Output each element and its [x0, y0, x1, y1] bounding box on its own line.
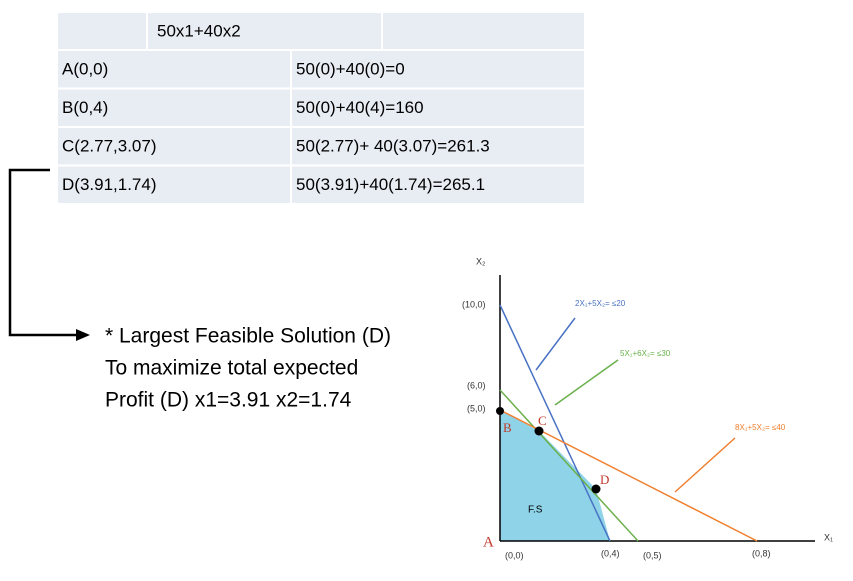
- table-cell: A(0,0): [62, 59, 108, 78]
- axis-label: X₁: [824, 532, 833, 542]
- table: 50x1+40x2 A(0,0) 50(0)+40(0)=0 B(0,4) 50(0)…: [56, 11, 586, 205]
- pointer: [674, 437, 736, 493]
- x-label: (0,8): [752, 548, 771, 558]
- graph: X₂ X₁ (10,0) (6,0) (5,0) (0,0) (0,4) (0,…: [462, 256, 833, 560]
- constraint-label: 5X₁+6X₂= ≤30: [620, 349, 671, 358]
- cell: [56, 11, 148, 51]
- vertex: [496, 407, 504, 415]
- vertex: [591, 484, 601, 494]
- cell: [381, 11, 586, 51]
- cell: [56, 164, 292, 205]
- arrow-head: [76, 329, 90, 341]
- bracket-arrow: [8, 168, 78, 337]
- table-cell: D(3.91,1.74): [62, 175, 157, 194]
- x-label: (0,0): [505, 550, 524, 560]
- note-line: * Largest Feasible Solution (D): [105, 325, 391, 348]
- pointer: [535, 317, 576, 371]
- cell: [146, 11, 383, 51]
- table-cell: C(2.77,3.07): [62, 136, 157, 155]
- feasible-region: [500, 410, 610, 541]
- table-cell: 50(0)+40(4)=160: [296, 98, 424, 117]
- constraint-label: 8X₁+5X₂= ≤40: [735, 423, 786, 432]
- pointer: [554, 359, 619, 406]
- header-cell: 50x1+40x2: [157, 21, 241, 40]
- note-line: To maximize total expected: [105, 357, 358, 380]
- table-cell: 50(0)+40(0)=0: [296, 59, 405, 78]
- y-label: (6,0): [467, 380, 486, 390]
- vertex: [534, 426, 544, 436]
- x-label: (0,4): [601, 548, 620, 558]
- table-cell: 50(2.77)+ 40(3.07)=261.3: [296, 136, 490, 155]
- table-cell: B(0,4): [62, 98, 108, 117]
- table-cell: 50(3.91)+40(1.74)=265.1: [296, 175, 485, 194]
- x-label: (0,5): [643, 550, 662, 560]
- cell: [56, 49, 292, 90]
- axis-label: X₂: [476, 256, 486, 266]
- cell: [56, 126, 292, 167]
- point-label: A: [483, 534, 494, 550]
- point-label: D: [600, 472, 609, 487]
- constraint-line: [499, 304, 611, 542]
- note-line: Profit (D) x1=3.91 x2=1.74: [105, 389, 352, 412]
- y-label: (10,0): [462, 299, 486, 309]
- constraint-label: 2X₁+5X₂= ≤20: [575, 299, 626, 308]
- point-label: B: [503, 420, 512, 435]
- cell: [290, 164, 586, 205]
- region-label: F.S: [528, 505, 543, 516]
- point-label: C: [538, 413, 547, 428]
- constraint-line: [499, 389, 639, 542]
- y-label: (5,0): [467, 403, 486, 413]
